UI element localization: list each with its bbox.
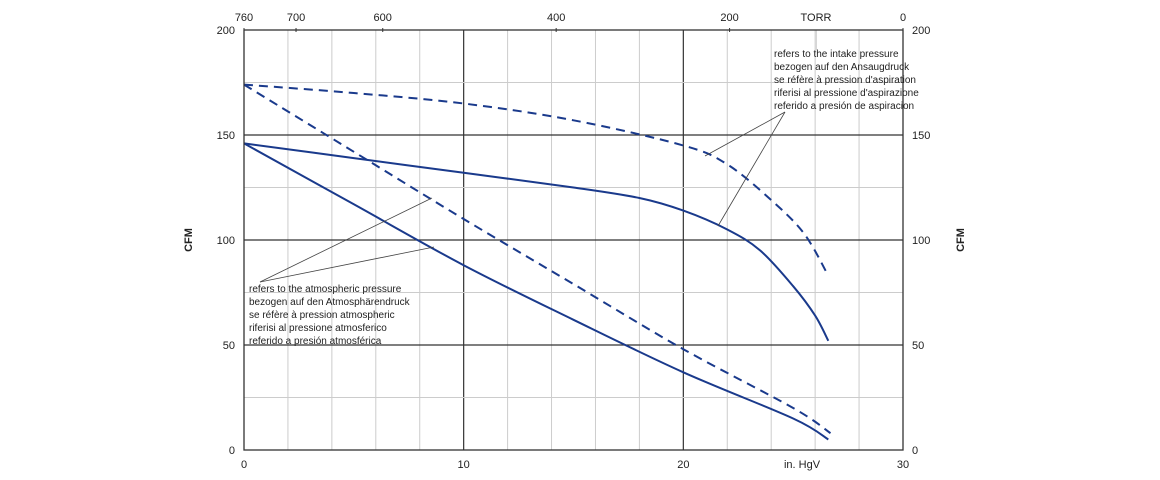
x-tick-label: 30	[897, 459, 909, 471]
y-tick-label-left: 0	[229, 445, 235, 457]
annotation-line: riferisi al pressione d'aspirazione	[774, 88, 919, 99]
y-tick-label-left: 100	[217, 235, 235, 247]
y-tick-label-right: 100	[912, 235, 930, 247]
annotation-line: refers to the intake pressure	[774, 49, 899, 60]
annotation-atmospheric: refers to the atmospheric pressure bezog…	[249, 284, 411, 347]
x-tick-label: 0	[241, 459, 247, 471]
annotation-leader-line	[259, 197, 433, 283]
annotation-leader-line	[717, 111, 786, 227]
y-tick-label-right: 50	[912, 340, 924, 352]
y-tick-label-left: 50	[223, 340, 235, 352]
top-tick-label: 200	[720, 12, 738, 24]
curves	[243, 83, 832, 441]
plot-frame	[243, 29, 904, 451]
x-tick-label: 20	[677, 459, 689, 471]
annotation-leader-line	[259, 246, 435, 283]
top-axis-label: TORR	[801, 12, 832, 24]
annotation-line: refers to the atmospheric pressure	[249, 284, 402, 295]
top-tick-label: 600	[374, 12, 392, 24]
y-tick-label-right: 150	[912, 130, 930, 142]
annotation-line: se réfère à pression atmospheric	[249, 310, 395, 321]
annotation-line: referido a presión de aspiracion	[774, 101, 914, 112]
annotation-line: referido a presión atmosférica	[249, 336, 382, 347]
top-tick-label: 760	[235, 12, 253, 24]
x-tick-label: 10	[458, 459, 470, 471]
dashed-performance-curve	[243, 83, 832, 435]
solid-performance-curve	[243, 142, 830, 342]
top-tick-label: 700	[287, 12, 305, 24]
annotation-leaders	[259, 111, 786, 283]
solid-performance-curve	[243, 142, 829, 441]
y-tick-label-right: 0	[912, 445, 918, 457]
grid	[244, 30, 903, 450]
annotation-leader-line	[704, 111, 786, 157]
top-tick-label: 0	[900, 12, 906, 24]
annotation-line: bezogen auf den Atmosphärendruck	[249, 297, 411, 308]
y-axis-label-left: CFM	[183, 228, 195, 252]
y-tick-label-right: 200	[912, 25, 930, 37]
annotation-line: se réfère à pression d'aspiration	[774, 75, 916, 86]
dashed-performance-curve	[243, 83, 830, 277]
annotation-intake: refers to the intake pressure bezogen au…	[774, 49, 919, 112]
y-tick-label-left: 150	[217, 130, 235, 142]
annotation-line: bezogen auf den Ansaugdruck	[774, 62, 910, 73]
y-axis-label-right: CFM	[955, 228, 967, 252]
annotation-line: riferisi al pressione atmosferico	[249, 323, 387, 334]
y-tick-label-left: 200	[217, 25, 235, 37]
top-tick-label: 400	[547, 12, 565, 24]
x-axis-label: in. HgV	[784, 459, 821, 471]
